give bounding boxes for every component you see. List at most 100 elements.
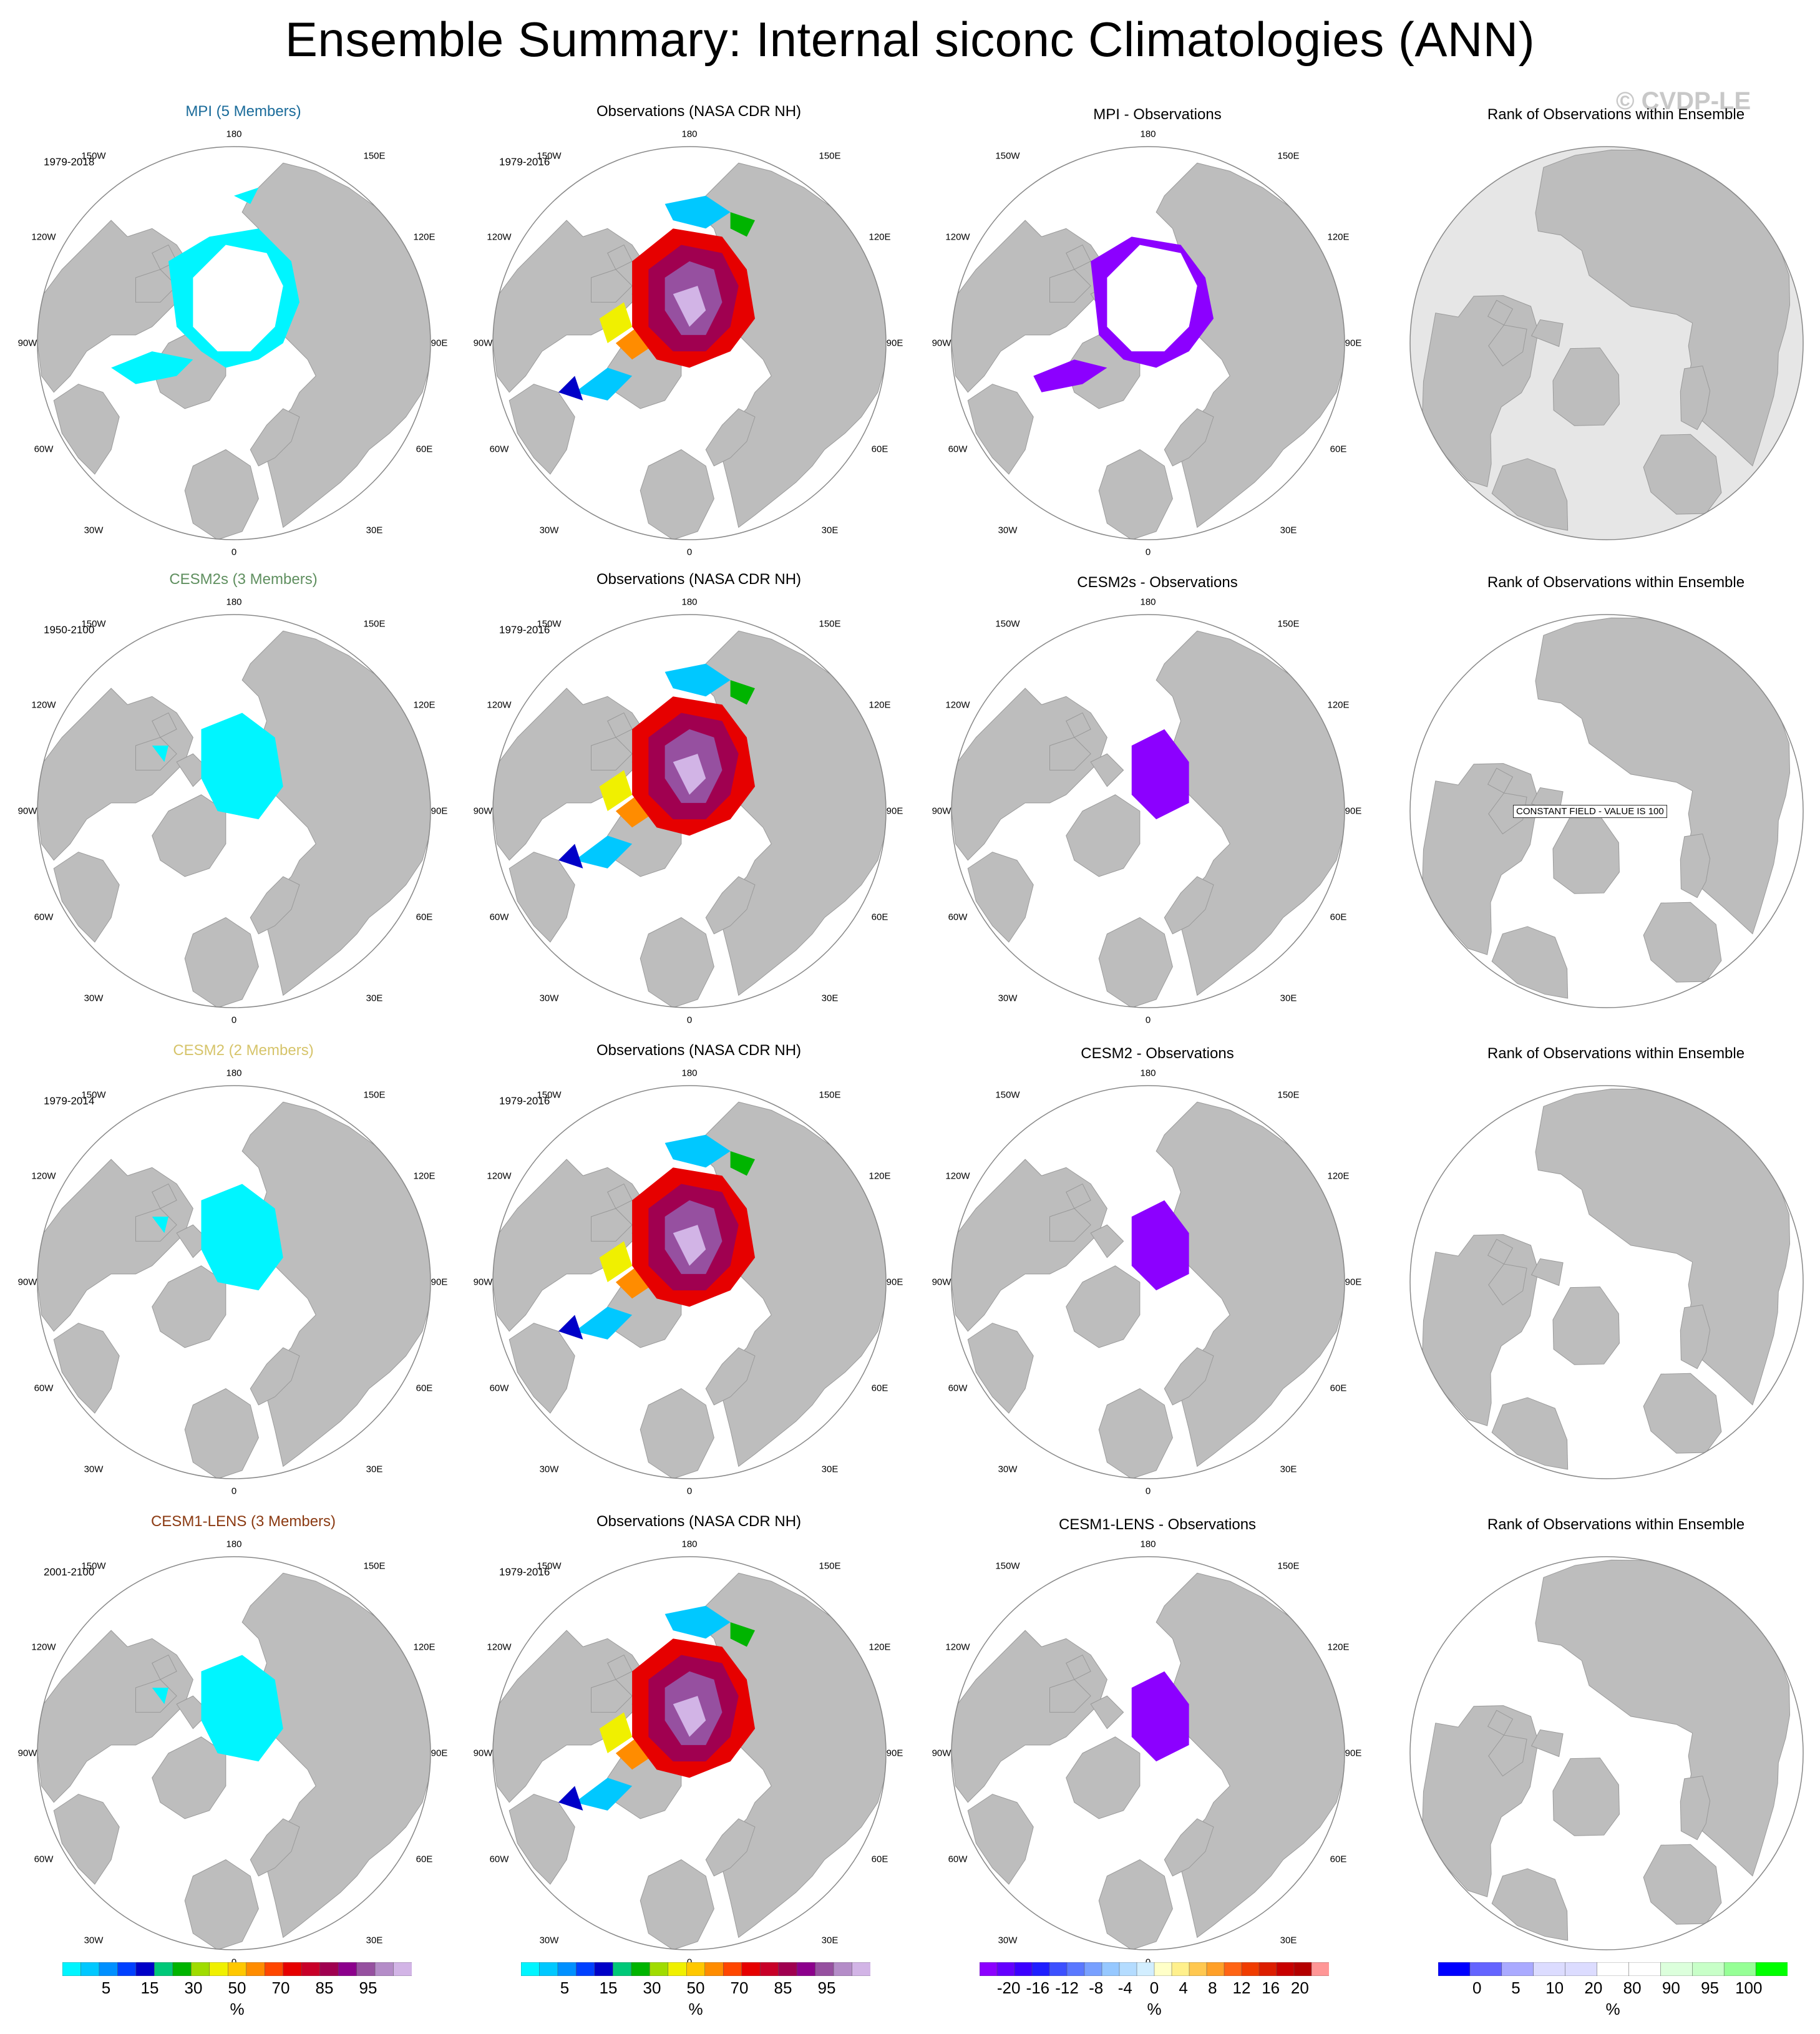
colorbar-tick-label: -20	[996, 1978, 1021, 1997]
colorbar-unit: %	[230, 2000, 245, 2018]
map-label-lower-left-outer: 60W	[34, 912, 54, 923]
map-label-upper-right-outer: 120E	[1327, 699, 1350, 711]
map-label-bottom: 0	[231, 1015, 237, 1026]
land-mass	[37, 1630, 193, 1803]
colorbar-tick-label: 95	[359, 1978, 377, 1997]
land-mass	[967, 1794, 1034, 1885]
diff-panel-title: CESM1-LENS - Observations	[1058, 1516, 1257, 1533]
colorbar-swatch	[1189, 1962, 1207, 1977]
map-label-lower-right-outer: 60E	[1330, 444, 1347, 455]
panel-obs-row1: Observations (NASA CDR NH) 1979-2016 180 0 9…	[474, 100, 917, 562]
map-label-lower-left-inner: 30W	[539, 1464, 559, 1475]
map-border	[1409, 1556, 1804, 1950]
colorbar-unit: %	[688, 2000, 703, 2018]
period-label: 1979-2016	[499, 1095, 550, 1107]
colorbar-swatch	[557, 1962, 577, 1977]
map-label-top: 180	[1140, 129, 1156, 140]
colorbar-swatch	[631, 1962, 651, 1977]
map-label-upper-left-outer: 120W	[31, 1642, 56, 1653]
colorbar-tick-label: 50	[686, 1978, 705, 1997]
colorbar-unit: %	[1147, 2000, 1162, 2018]
map-label-top: 180	[681, 596, 698, 608]
map-label-upper-right-inner: 150E	[819, 1089, 841, 1101]
colorbar-swatch	[796, 1962, 816, 1977]
land-mass	[591, 1208, 633, 1242]
obs-ice-band	[575, 835, 633, 869]
colorbar-swatch	[80, 1962, 100, 1977]
land-mass	[1491, 1868, 1569, 1941]
land-mass	[1680, 1775, 1711, 1841]
rank-panel-title: Rank of Observations within Ensemble	[1487, 1045, 1745, 1062]
land-mass	[640, 917, 714, 1008]
rank-polar-map	[1409, 146, 1804, 540]
land-mass	[1530, 1258, 1564, 1287]
rank-polar-map	[1409, 614, 1804, 1008]
map-label-bottom: 0	[686, 1486, 693, 1497]
map-label-lower-left-inner: 30W	[998, 1464, 1018, 1475]
obs-polar-map	[492, 614, 887, 1008]
ensemble-polar-map	[37, 1085, 431, 1479]
colorbar-swatch	[741, 1962, 761, 1977]
diff-polar-map	[951, 1085, 1345, 1479]
land-mass	[1488, 324, 1527, 367]
map-label-upper-right-inner: 150E	[819, 150, 841, 162]
colorbar-swatch	[1119, 1962, 1137, 1977]
map-label-upper-left-inner: 150W	[995, 1560, 1020, 1572]
colorbar-swatch	[815, 1962, 834, 1977]
land-mass	[951, 1159, 1107, 1332]
colorbar-swatch	[283, 1962, 302, 1977]
colorbar-swatches	[62, 1962, 412, 1977]
land-mass	[152, 1736, 226, 1819]
obs-ice-band	[673, 754, 706, 795]
panel-ensemble-row3: CESM2 (2 Members) 1979-2014 180 0 90W 90E 120W…	[18, 1039, 462, 1501]
colorbar-tick-label: 0	[1472, 1978, 1482, 1997]
map-label-upper-left-inner: 150W	[537, 150, 562, 162]
obs-ice-band	[664, 195, 731, 229]
colorbar-swatch	[374, 1962, 394, 1977]
map-label-right: 90E	[886, 805, 903, 817]
period-label: 1979-2018	[44, 156, 95, 168]
period-label: 2001-2100	[44, 1566, 95, 1578]
colorbar-swatch	[668, 1962, 688, 1977]
colorbar-tick-label: 5	[1511, 1978, 1521, 1997]
colorbar-swatch	[1438, 1962, 1471, 1977]
obs-ice-band	[599, 302, 633, 343]
period-label: 1979-2016	[499, 156, 550, 168]
colorbar-tick-label: 16	[1262, 1978, 1280, 1997]
map-border	[1409, 146, 1804, 540]
land-mass	[1487, 299, 1514, 326]
land-mass	[1643, 1844, 1722, 1925]
panel-diff-row1: MPI - Observations 180 0 90W 90E 120W 150W 150E…	[932, 100, 1376, 562]
colorbar-swatch	[996, 1962, 1015, 1977]
map-label-bottom: 0	[1145, 1015, 1151, 1026]
map-label-bottom: 0	[686, 1015, 693, 1026]
obs-ice-band	[730, 1151, 755, 1176]
map-label-upper-left-inner: 150W	[81, 618, 106, 630]
land-mass	[37, 1159, 193, 1332]
map-label-right: 90E	[886, 338, 903, 349]
map-label-upper-left-outer: 120W	[945, 231, 970, 243]
map-label-left: 90W	[473, 805, 493, 817]
land-mass	[967, 1323, 1034, 1414]
map-label-lower-left-outer: 60W	[948, 1383, 968, 1394]
colorbar-swatch	[228, 1962, 247, 1977]
colorbar-swatch	[356, 1962, 376, 1977]
obs-polar-map	[492, 146, 887, 540]
map-label-lower-right-inner: 30E	[821, 993, 839, 1004]
map-label-lower-right-inner: 30E	[821, 1464, 839, 1475]
land-mass	[1049, 737, 1091, 771]
colorbar-tick-label: -4	[1117, 1978, 1132, 1997]
obs-ice-band	[730, 1622, 755, 1647]
obs-ice-band	[730, 212, 755, 237]
colorbar-tick-label: 30	[643, 1978, 661, 1997]
colorbar-swatch	[209, 1962, 229, 1977]
land-mass	[152, 1183, 177, 1209]
land-mass	[1049, 269, 1091, 303]
map-label-left: 90W	[17, 1277, 37, 1288]
ensemble-ice	[201, 1655, 283, 1762]
map-label-lower-left-outer: 60W	[34, 1854, 54, 1865]
map-label-lower-left-outer: 60W	[948, 444, 968, 455]
land-mass	[640, 449, 714, 540]
colorbar-tick-label: -16	[1026, 1978, 1050, 1997]
land-mass	[152, 1265, 226, 1348]
